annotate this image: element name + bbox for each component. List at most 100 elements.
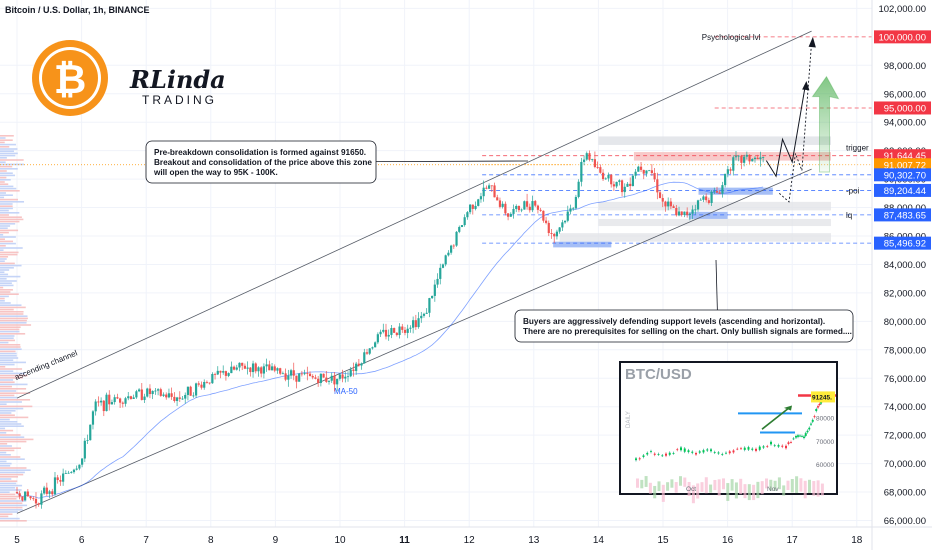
candle-body bbox=[501, 203, 504, 207]
candle-body bbox=[713, 191, 716, 192]
candle-body bbox=[618, 180, 621, 182]
candle-body bbox=[653, 173, 656, 180]
volume-bar bbox=[0, 355, 17, 357]
volume-bar bbox=[0, 203, 13, 205]
candle-body bbox=[265, 364, 268, 367]
candle-body bbox=[452, 245, 455, 247]
inset-candle bbox=[792, 438, 795, 440]
candle-body bbox=[173, 396, 176, 401]
inset-candle bbox=[635, 458, 637, 461]
candle-body bbox=[270, 366, 274, 371]
candle-body bbox=[455, 231, 458, 246]
volume-bar bbox=[0, 179, 11, 181]
volume-bar bbox=[0, 478, 12, 480]
volume-bar bbox=[0, 135, 14, 137]
chart-title: Bitcoin / U.S. Dollar, 1h, BINANCE bbox=[5, 5, 150, 15]
candle-body bbox=[116, 397, 119, 399]
volume-bar bbox=[0, 205, 13, 207]
volume-bar bbox=[0, 440, 27, 443]
inset-volume-bar bbox=[730, 479, 734, 491]
candle-body bbox=[251, 363, 255, 373]
candle-body bbox=[322, 373, 325, 378]
candle-body bbox=[338, 374, 341, 379]
volume-bar bbox=[0, 293, 19, 295]
volume-bar bbox=[0, 289, 13, 291]
volume-bar bbox=[0, 302, 11, 304]
candle-body bbox=[140, 389, 143, 400]
inset-candle bbox=[777, 445, 780, 447]
candle-body bbox=[398, 326, 401, 336]
volume-bar bbox=[0, 405, 33, 408]
candle-body bbox=[650, 170, 653, 174]
inset-volume-bar bbox=[670, 479, 674, 488]
volume-bar bbox=[0, 407, 24, 410]
x-tick-label: 8 bbox=[208, 535, 214, 546]
candle-body bbox=[705, 196, 708, 201]
candle-body bbox=[292, 370, 295, 376]
volume-bar bbox=[0, 462, 12, 465]
candle-body bbox=[262, 366, 266, 374]
candle-body bbox=[658, 192, 662, 198]
inset-candle bbox=[806, 430, 809, 433]
candle-body bbox=[281, 373, 284, 375]
candle-body bbox=[257, 367, 260, 372]
volume-bar bbox=[0, 146, 10, 148]
volume-bar bbox=[0, 159, 24, 161]
ma-50-line: MA-50 bbox=[16, 181, 764, 499]
candle-body bbox=[677, 211, 681, 216]
volume-bar bbox=[0, 467, 27, 469]
candle-body bbox=[634, 171, 637, 176]
volume-bar bbox=[0, 157, 7, 159]
x-tick-label: 17 bbox=[787, 535, 799, 546]
volume-bar bbox=[0, 480, 18, 482]
y-tick-label: 84,000.00 bbox=[884, 260, 926, 271]
candle-body bbox=[154, 390, 157, 392]
candle-body bbox=[642, 169, 645, 174]
volume-bar bbox=[0, 333, 26, 335]
candle-body bbox=[83, 440, 86, 459]
candle-body bbox=[498, 200, 502, 207]
volume-bar bbox=[0, 247, 23, 249]
candle-body bbox=[482, 187, 485, 197]
volume-bar bbox=[0, 317, 28, 320]
inset-volume-bar bbox=[679, 476, 682, 486]
candle-body bbox=[753, 157, 757, 159]
volume-bar bbox=[0, 322, 27, 324]
volume-bar bbox=[0, 504, 28, 507]
volume-bar bbox=[0, 421, 18, 423]
volume-bar bbox=[0, 482, 17, 485]
candle-body bbox=[572, 208, 575, 210]
candle-body bbox=[471, 204, 474, 209]
candle-body bbox=[227, 373, 230, 376]
inset-volume-bar bbox=[752, 484, 756, 501]
candle-body bbox=[124, 398, 127, 404]
candle-body bbox=[512, 208, 515, 214]
grid bbox=[0, 0, 872, 527]
candle-body bbox=[637, 166, 640, 172]
candle-body bbox=[688, 213, 691, 216]
volume-bar bbox=[0, 460, 7, 463]
inset-volume-bar bbox=[777, 477, 781, 490]
candle-body bbox=[591, 159, 594, 160]
candle-body bbox=[406, 328, 409, 333]
volume-bar bbox=[0, 396, 17, 399]
inset-candle bbox=[813, 416, 816, 418]
volume-bar bbox=[0, 220, 20, 223]
inset-candle bbox=[804, 433, 807, 436]
inset-candle bbox=[797, 435, 799, 437]
candle-body bbox=[515, 205, 518, 209]
candle-body bbox=[675, 207, 678, 216]
volume-bar bbox=[0, 278, 7, 280]
inset-chart: BTC/USD DAILY 80000 70000 60000 91245. Oct Nov bbox=[619, 361, 838, 504]
inset-volume-bar bbox=[803, 480, 807, 499]
volume-bar bbox=[0, 469, 31, 471]
candle-body bbox=[243, 365, 247, 369]
candle-body bbox=[284, 373, 287, 380]
candle-body bbox=[34, 498, 38, 504]
candle-body bbox=[734, 156, 738, 158]
brand-logo-top: RLinda bbox=[129, 65, 226, 94]
volume-bar bbox=[0, 304, 22, 306]
candle-body bbox=[379, 331, 382, 335]
candle-body bbox=[612, 184, 616, 187]
volume-bar bbox=[0, 412, 12, 414]
